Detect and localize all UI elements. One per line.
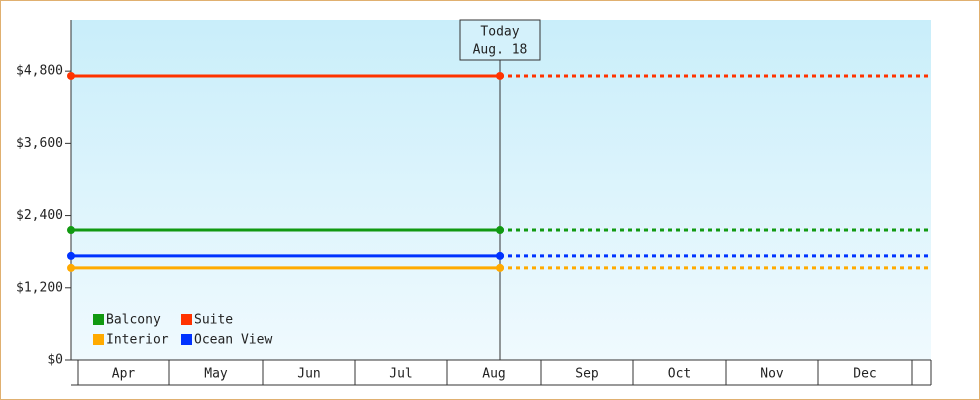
- plot-area: [71, 20, 931, 360]
- legend-swatch: [93, 314, 104, 325]
- legend-label: Suite: [194, 313, 233, 328]
- legend-swatch: [181, 334, 192, 345]
- today-date: Aug. 18: [473, 43, 528, 58]
- x-tick-label: Jun: [297, 367, 320, 382]
- y-tick-label: $3,600: [16, 136, 63, 151]
- start-point: [67, 251, 75, 260]
- legend-label: Ocean View: [194, 333, 272, 348]
- start-point: [67, 263, 75, 272]
- x-tick-label: May: [204, 367, 228, 382]
- today-point: [496, 226, 504, 235]
- y-tick-label: $4,800: [16, 64, 63, 79]
- x-tick-label: Apr: [112, 367, 136, 382]
- legend-swatch: [93, 334, 104, 345]
- y-tick-label: $0: [47, 353, 63, 368]
- x-tick-label: Sep: [575, 367, 599, 382]
- start-point: [67, 226, 75, 235]
- legend-swatch: [181, 314, 192, 325]
- today-point: [496, 263, 504, 272]
- x-tick-label: Dec: [853, 367, 876, 382]
- x-tick-label: Oct: [668, 367, 691, 382]
- today-label: Today: [480, 25, 519, 40]
- today-point: [496, 71, 504, 80]
- x-tick-label: Nov: [760, 367, 784, 382]
- today-point: [496, 251, 504, 260]
- x-tick-label: Jul: [389, 367, 412, 382]
- start-point: [67, 71, 75, 80]
- legend-label: Balcony: [106, 313, 161, 328]
- today-box: [459, 19, 541, 61]
- y-tick-label: $1,200: [16, 280, 63, 295]
- y-tick-label: $2,400: [16, 208, 63, 223]
- legend-label: Interior: [106, 333, 169, 348]
- x-tick-label: Aug: [482, 367, 505, 382]
